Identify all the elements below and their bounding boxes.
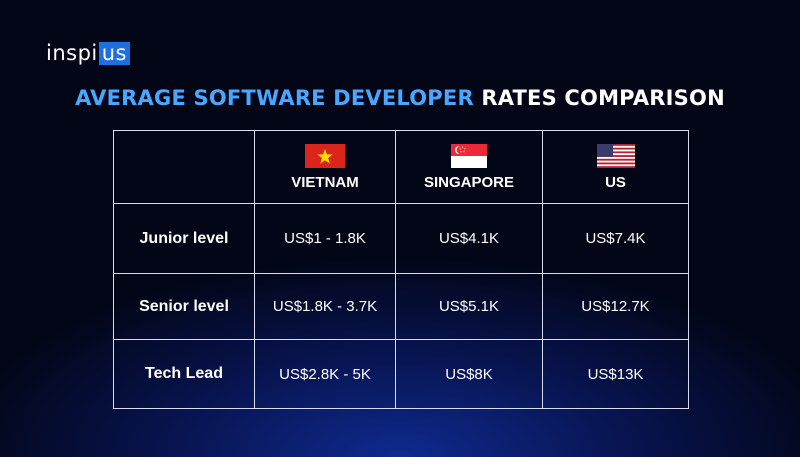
country-label: VIETNAM	[291, 173, 359, 191]
table-cell: US$13K	[542, 339, 689, 409]
row-label: Tech Lead	[113, 339, 255, 409]
logo-text: inspi	[46, 41, 98, 65]
header-vietnam: VIETNAM	[254, 130, 396, 204]
table-cell: US$12.7K	[542, 273, 689, 340]
table-row: Tech Lead US$2.8K - 5K US$8K US$13K	[113, 339, 689, 409]
table-cell: US$2.8K - 5K	[254, 339, 396, 409]
table-header-row: VIETNAM SINGAPORE	[113, 130, 689, 204]
header-empty-cell	[113, 130, 255, 204]
title-rest: RATES COMPARISON	[481, 86, 725, 110]
row-label: Senior level	[113, 273, 255, 340]
country-label: SINGAPORE	[423, 173, 514, 191]
brand-logo: inspi us	[46, 41, 131, 65]
singapore-flag-icon	[451, 143, 487, 168]
table-cell: US$7.4K	[542, 203, 689, 274]
page-title: AVERAGE SOFTWARE DEVELOPER RATES COMPARI…	[0, 86, 800, 110]
row-label: Junior level	[113, 203, 255, 274]
header-us: US	[542, 130, 689, 204]
table-cell: US$4.1K	[395, 203, 543, 274]
logo-box-text: us	[98, 41, 131, 65]
table-cell: US$5.1K	[395, 273, 543, 340]
table-cell: US$1 - 1.8K	[254, 203, 396, 274]
title-accent: AVERAGE SOFTWARE DEVELOPER	[75, 86, 474, 110]
vietnam-flag-icon	[305, 143, 345, 168]
table-row: Senior level US$1.8K - 3.7K US$5.1K US$1…	[113, 273, 689, 340]
table-row: Junior level US$1 - 1.8K US$4.1K US$7.4K	[113, 203, 689, 274]
table-cell: US$1.8K - 3.7K	[254, 273, 396, 340]
country-label: US	[605, 173, 626, 191]
header-singapore: SINGAPORE	[395, 130, 543, 204]
table-cell: US$8K	[395, 339, 543, 409]
us-flag-icon	[596, 143, 635, 168]
rates-table: VIETNAM SINGAPORE	[113, 130, 689, 409]
